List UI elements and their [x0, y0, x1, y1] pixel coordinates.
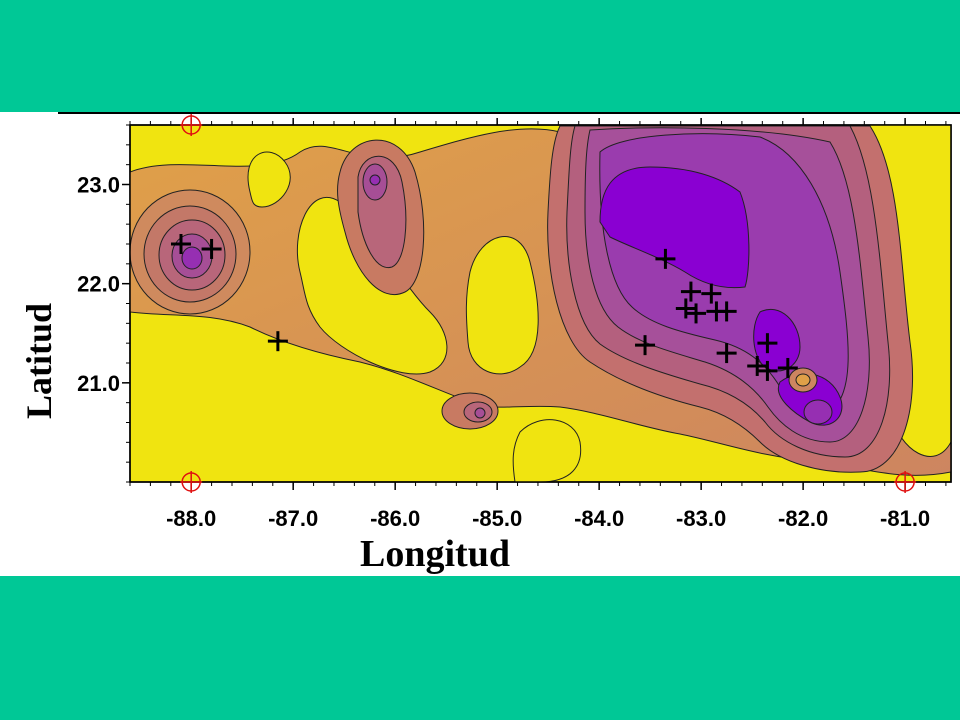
map-panel: -88.0 -87.0 -86.0 -85.0 -84.0 -83.0 -82.0 -81.0…	[0, 112, 960, 576]
control-point-icon	[894, 471, 917, 493]
station-marker	[757, 333, 778, 354]
y-tick-label: 21.0	[77, 371, 120, 396]
x-tick-label: -84.0	[574, 506, 624, 531]
station-marker	[655, 248, 676, 269]
station-marker	[675, 298, 696, 319]
station-marker	[267, 331, 288, 352]
y-axis-title: Latitud	[19, 302, 59, 420]
contour-east-small-2	[795, 373, 811, 387]
x-axis-title: Longitud	[360, 533, 510, 575]
station-marker	[686, 303, 707, 324]
contour-layers	[130, 125, 951, 482]
station-marker	[777, 357, 798, 378]
y-tick-label: 23.0	[77, 173, 120, 198]
station-markers	[170, 234, 798, 381]
contour-north-ring-4	[369, 174, 381, 186]
station-marker	[170, 234, 191, 254]
contour-east-ring-5	[599, 166, 750, 289]
control-point-icon	[180, 471, 203, 493]
contour-yellow-south	[512, 419, 582, 482]
station-marker	[747, 355, 768, 376]
x-tick-label: -87.0	[268, 506, 318, 531]
contour-map: -88.0 -87.0 -86.0 -85.0 -84.0 -83.0 -82.0 -81.0…	[58, 112, 960, 531]
control-points	[180, 114, 917, 493]
contour-south-ring-3	[474, 407, 486, 419]
x-tick-label: -86.0	[370, 506, 420, 531]
contour-yellow-lobe	[465, 236, 539, 375]
contour-yellow-west	[247, 151, 291, 208]
x-tick-label: -81.0	[880, 506, 930, 531]
control-point-icon	[180, 114, 203, 136]
station-marker	[680, 281, 701, 302]
station-marker	[635, 335, 656, 356]
contour-west-ring-5	[181, 246, 203, 270]
y-tick-label: 22.0	[77, 272, 120, 297]
x-tick-label: -88.0	[166, 506, 216, 531]
station-marker	[716, 301, 737, 322]
station-marker	[757, 360, 778, 381]
contour-east-small-3	[803, 399, 833, 425]
x-tick-label: -82.0	[778, 506, 828, 531]
station-marker	[201, 238, 222, 259]
contour-yellow-center	[296, 196, 448, 375]
station-marker	[701, 283, 722, 304]
x-tick-label: -85.0	[472, 506, 522, 531]
x-tick-label: -83.0	[676, 506, 726, 531]
station-marker	[716, 343, 737, 364]
